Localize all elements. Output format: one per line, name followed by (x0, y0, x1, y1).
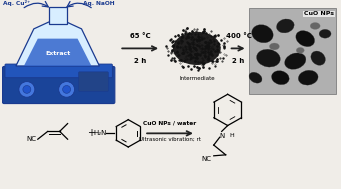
Ellipse shape (285, 53, 306, 69)
FancyBboxPatch shape (2, 67, 115, 104)
Text: CuO NPs: CuO NPs (304, 11, 334, 16)
Ellipse shape (277, 19, 294, 33)
Circle shape (63, 85, 71, 93)
Ellipse shape (296, 31, 315, 47)
Polygon shape (24, 39, 91, 66)
Ellipse shape (249, 72, 262, 83)
Circle shape (59, 82, 75, 97)
Text: CuO NPs / water: CuO NPs / water (143, 121, 197, 125)
Text: Ultrasonic vibration; rt: Ultrasonic vibration; rt (139, 137, 201, 142)
FancyBboxPatch shape (249, 8, 336, 94)
Polygon shape (16, 22, 100, 66)
Ellipse shape (252, 25, 273, 43)
Text: Intermediate: Intermediate (179, 76, 215, 81)
Text: 2 h: 2 h (134, 58, 146, 64)
FancyBboxPatch shape (49, 7, 66, 24)
Text: NC: NC (27, 136, 37, 142)
Text: H: H (229, 133, 234, 138)
Text: +: + (88, 128, 95, 138)
Text: Extract: Extract (45, 51, 70, 56)
Ellipse shape (271, 71, 289, 85)
Ellipse shape (319, 29, 331, 38)
Text: Aq. NaOH: Aq. NaOH (83, 1, 114, 6)
Ellipse shape (296, 47, 304, 53)
FancyBboxPatch shape (78, 72, 108, 91)
Text: 2 h: 2 h (233, 58, 245, 64)
Circle shape (23, 85, 31, 93)
Ellipse shape (173, 32, 221, 65)
Text: N: N (219, 133, 224, 139)
Circle shape (19, 82, 35, 97)
Text: 65 °C: 65 °C (130, 33, 150, 39)
Ellipse shape (298, 70, 318, 85)
Text: 400 °C: 400 °C (226, 33, 252, 39)
Ellipse shape (311, 51, 325, 65)
Text: Aq. Cu²⁺: Aq. Cu²⁺ (3, 0, 31, 6)
Ellipse shape (269, 43, 279, 50)
Text: NC: NC (202, 156, 212, 162)
Text: H₂N: H₂N (93, 130, 106, 136)
Ellipse shape (310, 22, 320, 29)
Ellipse shape (256, 49, 280, 67)
FancyBboxPatch shape (5, 64, 112, 78)
